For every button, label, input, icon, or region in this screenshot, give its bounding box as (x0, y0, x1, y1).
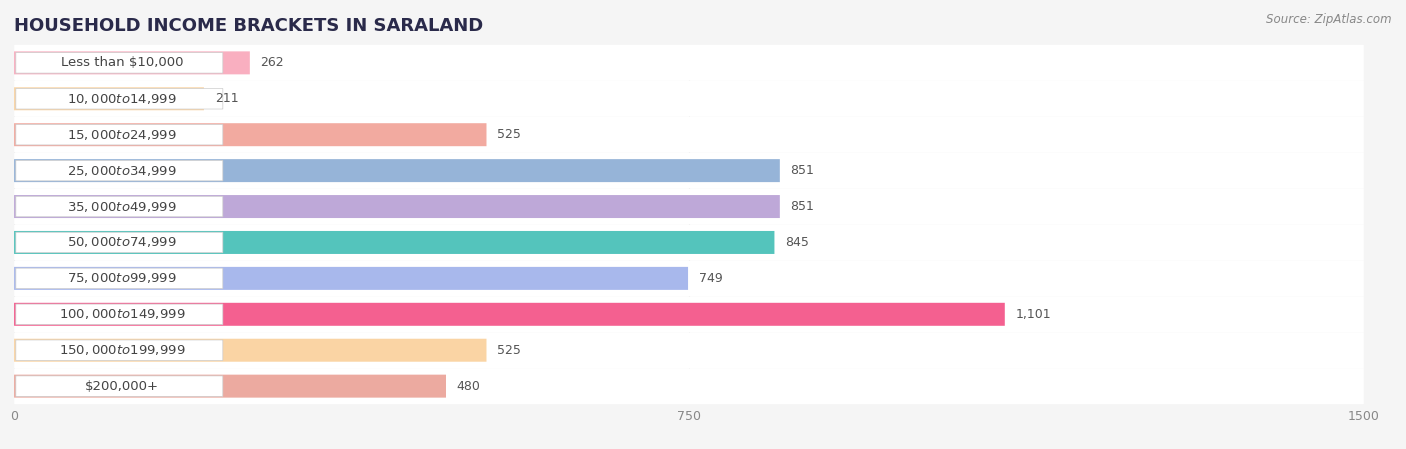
Text: $50,000 to $74,999: $50,000 to $74,999 (67, 235, 177, 250)
FancyBboxPatch shape (15, 160, 222, 181)
Text: 525: 525 (498, 128, 522, 141)
FancyBboxPatch shape (14, 374, 446, 398)
Text: $10,000 to $14,999: $10,000 to $14,999 (67, 92, 177, 106)
Text: 211: 211 (215, 92, 239, 105)
FancyBboxPatch shape (15, 304, 222, 325)
Text: $15,000 to $24,999: $15,000 to $24,999 (67, 128, 177, 142)
FancyBboxPatch shape (14, 339, 486, 362)
Text: 525: 525 (498, 344, 522, 357)
FancyBboxPatch shape (14, 45, 1364, 81)
Text: $100,000 to $149,999: $100,000 to $149,999 (59, 307, 186, 321)
Text: 845: 845 (785, 236, 808, 249)
FancyBboxPatch shape (15, 196, 222, 217)
FancyBboxPatch shape (14, 260, 1364, 296)
FancyBboxPatch shape (14, 87, 204, 110)
FancyBboxPatch shape (14, 189, 1364, 224)
Text: 262: 262 (260, 57, 284, 69)
FancyBboxPatch shape (15, 340, 222, 361)
FancyBboxPatch shape (14, 117, 1364, 153)
FancyBboxPatch shape (14, 123, 486, 146)
FancyBboxPatch shape (14, 81, 1364, 117)
FancyBboxPatch shape (14, 195, 780, 218)
Text: 851: 851 (790, 200, 814, 213)
FancyBboxPatch shape (14, 332, 1364, 368)
FancyBboxPatch shape (14, 224, 1364, 260)
Text: $25,000 to $34,999: $25,000 to $34,999 (67, 163, 177, 178)
Text: $35,000 to $49,999: $35,000 to $49,999 (67, 199, 177, 214)
FancyBboxPatch shape (14, 267, 688, 290)
Text: Source: ZipAtlas.com: Source: ZipAtlas.com (1267, 13, 1392, 26)
FancyBboxPatch shape (15, 268, 222, 289)
Text: 480: 480 (457, 380, 481, 392)
Text: 851: 851 (790, 164, 814, 177)
Text: 749: 749 (699, 272, 723, 285)
FancyBboxPatch shape (14, 51, 250, 75)
FancyBboxPatch shape (15, 53, 222, 73)
FancyBboxPatch shape (15, 232, 222, 253)
FancyBboxPatch shape (14, 153, 1364, 189)
Text: $150,000 to $199,999: $150,000 to $199,999 (59, 343, 186, 357)
FancyBboxPatch shape (14, 159, 780, 182)
Text: Less than $10,000: Less than $10,000 (60, 57, 183, 69)
FancyBboxPatch shape (14, 296, 1364, 332)
FancyBboxPatch shape (15, 124, 222, 145)
Text: HOUSEHOLD INCOME BRACKETS IN SARALAND: HOUSEHOLD INCOME BRACKETS IN SARALAND (14, 17, 484, 35)
FancyBboxPatch shape (15, 88, 222, 109)
Text: $200,000+: $200,000+ (84, 380, 159, 392)
FancyBboxPatch shape (14, 231, 775, 254)
Text: 1,101: 1,101 (1015, 308, 1052, 321)
Text: $75,000 to $99,999: $75,000 to $99,999 (67, 271, 177, 286)
FancyBboxPatch shape (14, 368, 1364, 404)
FancyBboxPatch shape (15, 376, 222, 396)
FancyBboxPatch shape (14, 303, 1005, 326)
